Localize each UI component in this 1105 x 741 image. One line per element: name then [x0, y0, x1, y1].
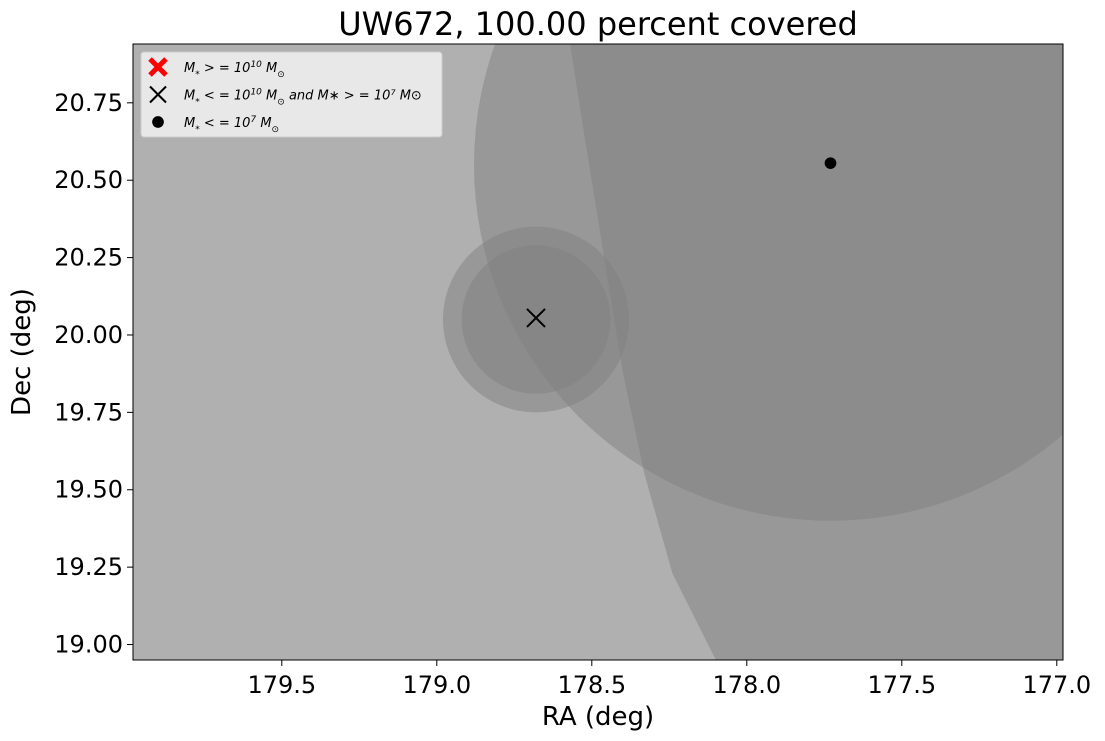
x-tick-label: 179.0 — [402, 671, 471, 699]
coverage-region — [570, 44, 1063, 660]
y-tick-label: 20.25 — [54, 244, 123, 272]
dot-marker — [152, 116, 164, 128]
dot-marker — [824, 157, 837, 170]
coverage-regions — [443, 44, 1063, 660]
y-tick-label: 20.50 — [54, 166, 123, 194]
legend-box — [140, 51, 443, 138]
y-axis: 19.00 19.25 19.50 19.75 20.00 20.25 20.50 20.75 — [54, 89, 133, 659]
bold-x-marker — [148, 57, 168, 77]
y-tick-label: 19.50 — [54, 476, 123, 504]
legend-label: M* < = 1010 M⊙ and M∗ > = 10⁷ M⊙ — [184, 88, 422, 108]
legend: M* > = 1010 M⊙ M* < = 1010 M⊙ and M∗ > = … — [140, 51, 443, 138]
y-tick-label: 19.75 — [54, 398, 123, 426]
legend-label: M* < = 107 M⊙ — [184, 115, 279, 135]
y-tick-label: 20.00 — [54, 321, 123, 349]
marker-stroke — [148, 57, 168, 77]
x-marker — [526, 308, 546, 328]
x-axis: 179.5 179.0 178.5 178.0 177.5 177.0 — [247, 660, 1091, 699]
y-tick-label: 20.75 — [54, 89, 123, 117]
x-marker — [149, 85, 167, 104]
marker-stroke — [149, 85, 167, 104]
x-tick-label: 178.5 — [557, 671, 626, 699]
x-tick-label: 177.0 — [1022, 671, 1091, 699]
legend-label: M* > = 1010 M⊙ — [184, 60, 285, 80]
chart-title: UW672, 100.00 percent covered — [338, 5, 858, 43]
y-tick-label: 19.25 — [54, 553, 123, 581]
x-tick-label: 177.5 — [867, 671, 936, 699]
y-axis-label: Dec (deg) — [7, 288, 37, 416]
coverage-circle — [461, 245, 611, 394]
marker-stroke — [526, 308, 546, 328]
plot-frame — [132, 43, 1064, 661]
x-tick-label: 179.5 — [247, 671, 316, 699]
x-axis-label: RA (deg) — [542, 702, 654, 732]
data-points — [526, 157, 837, 328]
x-tick-label: 178.0 — [712, 671, 781, 699]
y-tick-label: 19.00 — [54, 631, 123, 659]
